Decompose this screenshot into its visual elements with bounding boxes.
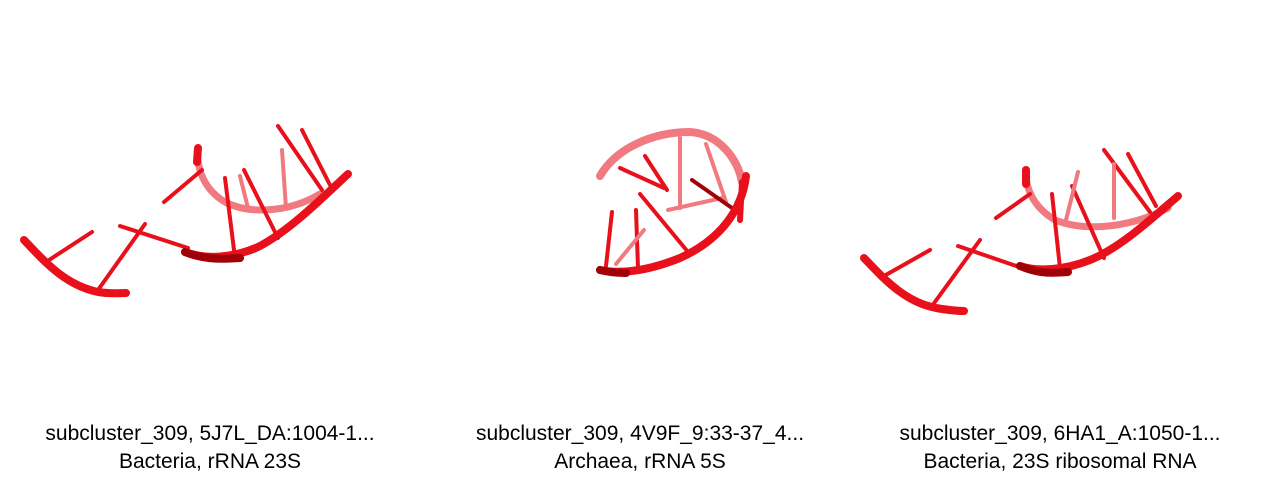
- rna-structure-image-1: [20, 124, 352, 298]
- caption-title: subcluster_309, 6HA1_A:1050-1...: [899, 422, 1221, 445]
- rna-structure-image-3: [860, 148, 1182, 315]
- caption-3: subcluster_309, 6HA1_A:1050-1... Bacteri…: [850, 420, 1270, 476]
- rna-structure-image-2: [596, 127, 750, 277]
- caption-subtitle: Bacteria, rRNA 23S: [118, 450, 302, 473]
- caption-1: subcluster_309, 5J7L_DA:1004-1... Bacter…: [0, 420, 420, 476]
- caption-2: subcluster_309, 4V9F_9:33-37_4... Archae…: [430, 420, 850, 476]
- structure-panel-3: subcluster_309, 6HA1_A:1050-1... Bacteri…: [850, 0, 1270, 480]
- caption-title: subcluster_309, 5J7L_DA:1004-1...: [45, 422, 375, 445]
- structure-panel-1: subcluster_309, 5J7L_DA:1004-1... Bacter…: [0, 0, 420, 480]
- caption-subtitle: Bacteria, 23S ribosomal RNA: [923, 450, 1197, 473]
- structure-panel-2: subcluster_309, 4V9F_9:33-37_4... Archae…: [430, 0, 850, 480]
- caption-subtitle: Archaea, rRNA 5S: [554, 450, 726, 473]
- caption-title: subcluster_309, 4V9F_9:33-37_4...: [475, 422, 805, 445]
